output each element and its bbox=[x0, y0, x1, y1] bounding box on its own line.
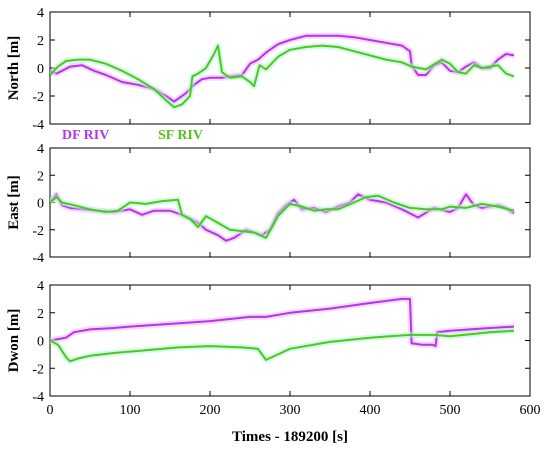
y-axis-title: Dwon [m] bbox=[6, 309, 22, 373]
x-tick-label: 200 bbox=[200, 403, 221, 418]
x-tick-label: 600 bbox=[520, 403, 541, 418]
y-tick-label: -4 bbox=[32, 251, 44, 266]
legend-df-riv: DF RIV bbox=[62, 128, 109, 143]
y-tick-label: -2 bbox=[32, 362, 44, 377]
east-panel: 4 2 0 -2 -4 East [m] bbox=[6, 142, 531, 266]
series-line-sf-riv bbox=[50, 329, 515, 363]
y-tick-label: 2 bbox=[37, 307, 44, 322]
y-tick-label: 4 bbox=[37, 279, 44, 294]
y-tick-label: -2 bbox=[32, 224, 44, 239]
legend: DF RIV SF RIV bbox=[62, 128, 203, 143]
series-line-sf-riv bbox=[50, 44, 515, 109]
series-line-sf-riv bbox=[50, 194, 515, 239]
y-tick-label: -2 bbox=[32, 90, 44, 105]
legend-sf-riv: SF RIV bbox=[158, 128, 203, 143]
y-tick-label: 0 bbox=[37, 62, 44, 77]
y-tick-label: 4 bbox=[37, 142, 44, 157]
x-tick-label: 400 bbox=[360, 403, 381, 418]
y-tick-label: 2 bbox=[37, 169, 44, 184]
y-tick-label: -4 bbox=[32, 390, 44, 405]
x-tick-label: 0 bbox=[47, 403, 54, 418]
x-axis-title: Times - 189200 [s] bbox=[232, 429, 348, 445]
y-tick-label: 0 bbox=[37, 197, 44, 212]
x-tick-label: 100 bbox=[120, 403, 141, 418]
y-tick-label: 0 bbox=[37, 335, 44, 350]
y-axis-title: North [m] bbox=[6, 36, 22, 101]
y-axis-title: East [m] bbox=[6, 175, 22, 230]
series-line-df-riv bbox=[50, 297, 515, 348]
x-tick-label: 300 bbox=[280, 403, 301, 418]
series-line-df-riv bbox=[50, 34, 515, 103]
y-tick-label: 4 bbox=[37, 6, 44, 21]
y-tick-label: -4 bbox=[32, 118, 44, 133]
x-tick-label: 500 bbox=[440, 403, 461, 418]
north-panel: 4 2 0 -2 -4 North [m] bbox=[6, 6, 531, 133]
y-tick-label: 2 bbox=[37, 34, 44, 49]
plot-frame bbox=[49, 284, 531, 397]
